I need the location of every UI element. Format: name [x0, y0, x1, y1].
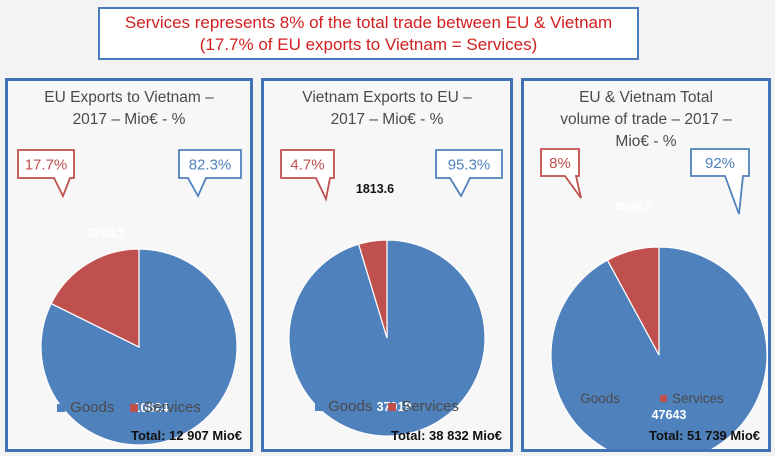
pie-chart-svg: 370191813.64.7%95.3%	[280, 149, 503, 437]
panel-vietnam-exports: Vietnam Exports to EU – 2017 – Mio€ - % …	[261, 78, 513, 452]
percent-services-callout	[17, 149, 75, 199]
legend-label-services: Services	[672, 391, 724, 406]
legend-swatch-goods	[57, 403, 66, 412]
chart-legend: Goods Services	[264, 398, 510, 415]
chart-legend: Goods Services	[524, 391, 768, 406]
percent-goods-callout	[435, 149, 503, 198]
chart-title-line-1: EU Exports to Vietnam –	[44, 89, 214, 106]
chart-legend: Goods Services	[8, 399, 250, 416]
total-label: Total: 38 832 Mio€	[390, 428, 502, 443]
pie-chart-svg: 10624 2283.1 17.7% 82.3%	[17, 149, 242, 446]
legend-swatch-services	[388, 402, 397, 411]
panel-total-trade: EU & Vietnam Total volume of trade – 201…	[521, 78, 771, 452]
headline-line-1: Services represents 8% of the total trad…	[124, 12, 613, 32]
legend-item-services: Services	[388, 398, 459, 415]
percent-services-callout	[540, 148, 582, 199]
legend-item-goods: Goods	[568, 391, 620, 406]
legend-swatch-services	[130, 403, 139, 412]
chart-title-line-1: Vietnam Exports to EU –	[302, 89, 472, 106]
percent-services-label: 17.7%	[25, 157, 68, 174]
total-label: Total: 12 907 Mio€	[130, 428, 242, 443]
legend-label-services: Services	[401, 398, 459, 415]
total-label: Total: 51 739 Mio€	[648, 428, 760, 443]
legend-item-services: Services	[660, 391, 724, 406]
chart-title: Vietnam Exports to EU – 2017 – Mio€ - %	[264, 87, 510, 131]
legend-swatch-services	[660, 395, 667, 402]
chart-title: EU Exports to Vietnam – 2017 – Mio€ - %	[8, 87, 250, 131]
legend-item-goods: Goods	[57, 399, 114, 416]
legend-label-goods: Goods	[580, 391, 620, 406]
data-label-goods: 47643	[652, 408, 687, 422]
percent-goods-callout	[690, 148, 750, 215]
chart-title-line-1: EU & Vietnam Total	[579, 89, 713, 106]
data-label-services: 2283.1	[87, 226, 125, 240]
legend-swatch-goods	[315, 402, 324, 411]
chart-title-line-2: volume of trade – 2017 –	[560, 111, 732, 128]
legend-label-services: Services	[143, 399, 201, 416]
pie-chart-svg: 47643 4096.7 8% 92%	[540, 148, 768, 449]
legend-item-services: Services	[130, 399, 201, 416]
data-label-goods: 10624	[134, 401, 169, 415]
chart-title-line-2: 2017 – Mio€ - %	[72, 111, 186, 128]
headline-box: Services represents 8% of the total trad…	[98, 7, 639, 60]
pie-slice-services	[357, 239, 388, 339]
data-label-services: 1813.6	[356, 182, 394, 196]
chart-title-line-3: Mio€ - %	[615, 133, 677, 150]
percent-goods-label: 92%	[705, 155, 735, 172]
percent-services-label: 8%	[549, 155, 571, 172]
pie-slice-services	[606, 246, 660, 356]
percent-services-callout	[280, 149, 335, 202]
percent-services-label: 4.7%	[290, 157, 324, 174]
legend-label-goods: Goods	[328, 398, 373, 415]
panel-eu-exports: EU Exports to Vietnam – 2017 – Mio€ - % …	[5, 78, 253, 452]
percent-goods-label: 82.3%	[189, 157, 232, 174]
percent-goods-label: 95.3%	[448, 157, 491, 174]
legend-swatch-goods	[568, 395, 576, 402]
percent-goods-callout	[178, 149, 242, 199]
legend-label-goods: Goods	[70, 399, 115, 416]
chart-title: EU & Vietnam Total volume of trade – 201…	[524, 87, 768, 153]
pie-slice-services	[50, 248, 140, 348]
data-label-services: 4096.7	[614, 200, 652, 214]
chart-title-line-2: 2017 – Mio€ - %	[330, 111, 444, 128]
legend-item-goods: Goods	[315, 398, 372, 415]
headline-line-2: (17.7% of EU exports to Vietnam = Servic…	[199, 34, 538, 54]
